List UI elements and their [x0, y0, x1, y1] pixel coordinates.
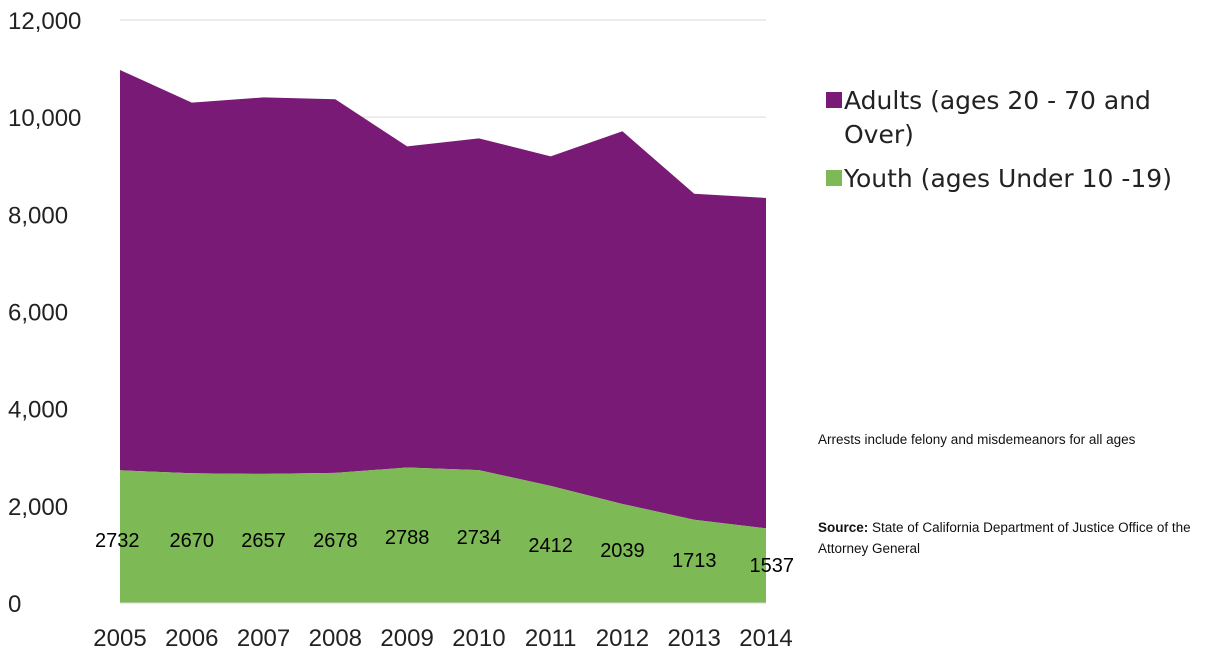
x-tick-label: 2005 — [93, 625, 146, 652]
y-tick-label: 4,000 — [8, 397, 68, 424]
data-label-youth: 2670 — [170, 530, 215, 552]
y-tick-label: 6,000 — [8, 300, 68, 327]
area-series-adults — [120, 69, 766, 529]
legend-swatch-adults — [826, 92, 842, 108]
arrests-note: Arrests include felony and misdemeanors … — [818, 430, 1208, 451]
y-tick-label: 12,000 — [8, 8, 81, 35]
data-label-youth: 1713 — [672, 550, 717, 572]
x-tick-label: 2009 — [380, 625, 433, 652]
y-tick-label: 0 — [8, 591, 21, 618]
legend-item-adults: Adults (ages 20 - 70 and Over) — [826, 84, 1206, 152]
x-tick-label: 2014 — [739, 625, 792, 652]
legend-label-adults: Adults (ages 20 - 70 and Over) — [844, 86, 1151, 149]
data-label-youth: 2412 — [528, 535, 573, 557]
x-tick-label: 2011 — [525, 625, 577, 652]
y-tick-label: 8,000 — [8, 202, 68, 229]
x-tick-label: 2010 — [452, 625, 505, 652]
data-label-youth: 2039 — [600, 540, 645, 562]
data-label-youth: 1537 — [750, 555, 795, 577]
arrests-note-text: Arrests include felony and misdemeanors … — [818, 432, 1136, 447]
data-label-youth: 2732 — [95, 530, 140, 552]
data-label-youth: 2657 — [241, 530, 286, 552]
legend-item-youth: Youth (ages Under 10 -19) — [826, 162, 1206, 196]
legend-swatch-youth — [826, 169, 842, 186]
chart-legend: Adults (ages 20 - 70 and Over) Youth (ag… — [826, 84, 1206, 205]
legend-label-youth: Youth (ages Under 10 -19) — [844, 163, 1172, 193]
source-note: Source: State of California Department o… — [818, 518, 1208, 560]
x-tick-label: 2012 — [596, 625, 649, 652]
x-tick-label: 2008 — [309, 625, 362, 652]
source-text: State of California Department of Justic… — [818, 520, 1191, 556]
y-tick-label: 2,000 — [8, 494, 68, 521]
x-tick-label: 2007 — [237, 625, 290, 652]
data-label-youth: 2678 — [313, 530, 358, 552]
data-label-youth: 2788 — [385, 527, 430, 549]
y-tick-label: 10,000 — [8, 105, 81, 132]
x-tick-label: 2013 — [668, 625, 721, 652]
data-label-youth: 2734 — [457, 527, 502, 549]
source-label: Source: — [818, 520, 869, 535]
x-tick-label: 2006 — [165, 625, 218, 652]
area-series-youth — [120, 467, 766, 603]
